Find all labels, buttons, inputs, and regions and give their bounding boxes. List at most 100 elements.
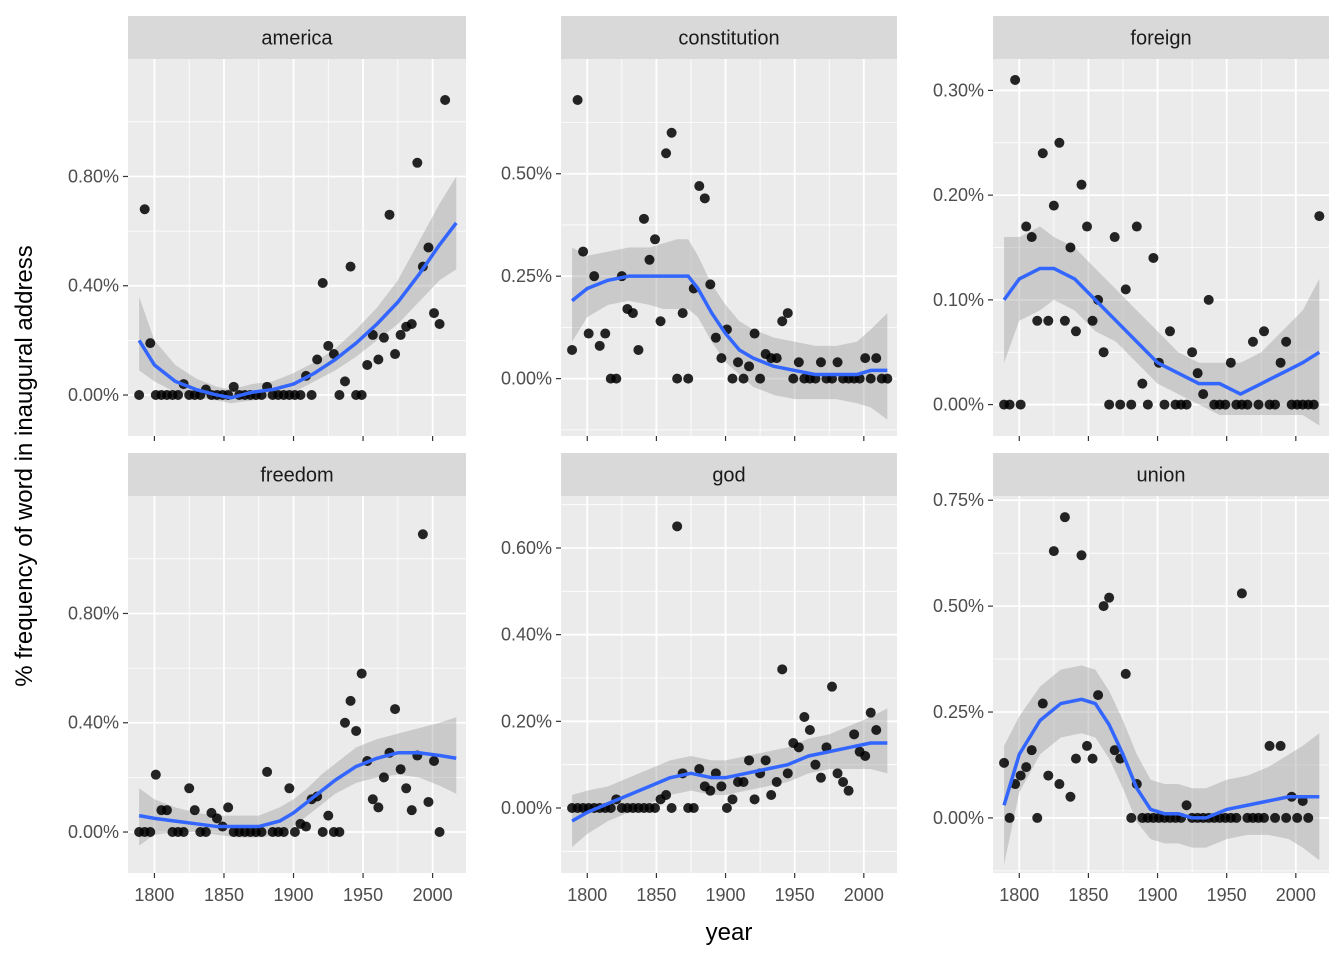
y-tick-label: 0.80% <box>68 166 119 186</box>
data-point <box>605 803 616 813</box>
data-point <box>417 529 428 540</box>
data-point <box>423 242 434 253</box>
data-point <box>694 181 705 192</box>
data-point <box>1198 389 1209 400</box>
data-point <box>1131 221 1142 232</box>
facet-strip <box>993 453 1329 496</box>
facet-panel-freedom: freedom 0.00% 0.40% 0.80% 1800 1850 1900 1950 20… <box>68 453 466 905</box>
data-point <box>1059 315 1070 326</box>
data-point <box>301 821 312 832</box>
data-point <box>999 757 1010 768</box>
data-point <box>1109 232 1120 243</box>
data-point <box>688 803 699 813</box>
data-point <box>1203 294 1214 305</box>
y-tick-label: 0.60% <box>501 538 552 558</box>
data-point <box>882 373 893 384</box>
data-point <box>1082 740 1093 751</box>
data-point <box>871 353 882 364</box>
y-tick-label: 0.00% <box>501 798 552 818</box>
x-tick-label: 1950 <box>1207 885 1247 905</box>
x-tick-label: 1850 <box>636 885 676 905</box>
data-point <box>721 803 732 813</box>
data-point <box>1043 315 1054 326</box>
data-point <box>1281 812 1292 823</box>
data-point <box>395 764 406 775</box>
x-tick-label: 1850 <box>204 885 244 905</box>
data-point <box>1270 399 1281 410</box>
data-point <box>749 794 760 805</box>
data-point <box>440 94 451 105</box>
data-point <box>1054 779 1065 790</box>
data-point <box>339 717 350 728</box>
data-point <box>594 340 605 351</box>
data-point <box>1098 601 1109 612</box>
y-tick-label: 0.00% <box>501 369 552 389</box>
data-point <box>799 712 810 722</box>
data-point <box>755 373 766 384</box>
data-point <box>1070 753 1081 764</box>
data-point <box>727 373 738 384</box>
data-point <box>178 827 189 838</box>
facet-title: foreign <box>1130 28 1191 50</box>
data-point <box>1104 399 1115 410</box>
facet-title: freedom <box>260 465 333 487</box>
y-tick-label: 0.00% <box>68 822 119 842</box>
facet-panel-america: america 0.00% 0.40% 0.80% <box>68 16 466 441</box>
y-tick-label: 0.10% <box>933 290 984 310</box>
facet-title: america <box>261 28 333 50</box>
data-point <box>200 827 211 838</box>
data-point <box>1142 399 1153 410</box>
data-point <box>212 813 223 824</box>
confidence-ribbon <box>1004 665 1320 865</box>
facet-panel-constitution: constitution 0.00% 0.25% 0.50% <box>501 16 897 441</box>
data-point <box>710 768 721 779</box>
data-point <box>323 340 334 351</box>
data-point <box>423 796 434 807</box>
data-point <box>655 316 666 327</box>
data-point <box>334 827 345 838</box>
y-tick-label: 0.20% <box>933 185 984 205</box>
data-point <box>1065 242 1076 253</box>
data-point <box>727 794 738 805</box>
data-point <box>838 777 849 787</box>
data-point <box>278 827 289 838</box>
data-point <box>1104 592 1115 603</box>
facet-panel-foreign: foreign 0.00% 0.10% 0.20% 0.30% <box>933 16 1329 441</box>
data-point <box>1032 315 1043 326</box>
y-tick-label: 0.40% <box>68 713 119 733</box>
data-point <box>378 772 389 783</box>
x-tick-label: 2000 <box>1276 885 1316 905</box>
data-point <box>1037 148 1048 159</box>
data-point <box>429 755 440 766</box>
data-point <box>373 354 384 365</box>
data-point <box>145 338 156 349</box>
data-point <box>395 329 406 340</box>
data-point <box>589 271 600 282</box>
data-point <box>150 769 161 780</box>
x-tick-label: 1950 <box>775 885 815 905</box>
data-point <box>262 766 273 777</box>
data-point <box>716 781 727 792</box>
data-point <box>312 354 323 365</box>
data-point <box>567 344 578 355</box>
data-point <box>1259 812 1270 823</box>
data-point <box>782 308 793 319</box>
data-point <box>390 349 401 360</box>
data-point <box>1159 399 1170 410</box>
data-point <box>1004 399 1015 410</box>
confidence-ribbon <box>139 717 457 846</box>
data-point <box>860 751 871 761</box>
data-point <box>843 785 854 796</box>
data-point <box>1120 668 1131 679</box>
y-tick-label: 0.80% <box>68 603 119 623</box>
data-point <box>1076 550 1087 561</box>
y-tick-label: 0.40% <box>501 625 552 645</box>
data-point <box>256 827 267 838</box>
data-point <box>1264 740 1275 751</box>
y-tick-label: 0.00% <box>933 808 984 828</box>
data-point <box>766 790 777 800</box>
data-point <box>345 695 356 706</box>
data-point <box>1148 252 1159 263</box>
data-point <box>627 308 638 319</box>
data-point <box>793 742 804 753</box>
